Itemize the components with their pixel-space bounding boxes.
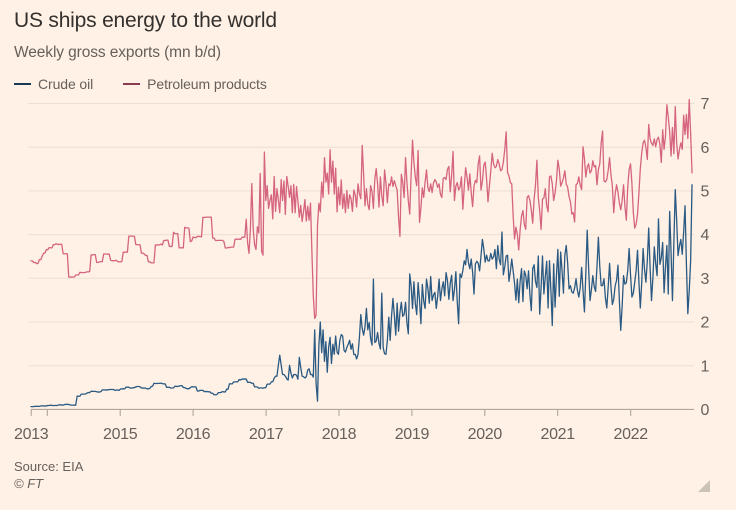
copyright-label: © FT bbox=[14, 476, 44, 491]
x-axis-label-2018: 2018 bbox=[322, 426, 357, 443]
chart-subtitle: Weekly gross exports (mn b/d) bbox=[14, 44, 221, 61]
x-axis-label-2017: 2017 bbox=[249, 426, 284, 443]
y-axis-label-7: 7 bbox=[701, 96, 710, 113]
y-axis-label-3: 3 bbox=[701, 271, 710, 288]
legend-swatch-line-icon bbox=[123, 83, 141, 85]
resize-handle-icon[interactable] bbox=[698, 480, 710, 492]
x-axis-label-2020: 2020 bbox=[468, 426, 503, 443]
chart-title: US ships energy to the world bbox=[14, 9, 277, 32]
source-label: Source: EIA bbox=[14, 459, 84, 474]
y-axis-label-1: 1 bbox=[701, 358, 710, 375]
x-axis-label-2019: 2019 bbox=[395, 426, 430, 443]
legend-label: Crude oil bbox=[38, 76, 94, 92]
y-axis-label-4: 4 bbox=[701, 227, 710, 244]
legend-item-petroleum-products: Petroleum products bbox=[123, 76, 267, 92]
legend-item-crude-oil: Crude oil bbox=[14, 76, 93, 92]
x-axis-label-2021: 2021 bbox=[540, 426, 575, 443]
series-line-petroleum-products bbox=[30, 98, 693, 320]
x-axis-label-2013: 2013 bbox=[14, 426, 49, 443]
y-axis-label-5: 5 bbox=[701, 184, 710, 201]
legend-swatch-line-icon bbox=[14, 83, 31, 85]
x-axis-label-2022: 2022 bbox=[613, 426, 648, 443]
y-axis-label-6: 6 bbox=[701, 140, 710, 157]
x-axis-label-2016: 2016 bbox=[176, 426, 211, 443]
x-axis-label-2015: 2015 bbox=[103, 426, 138, 443]
y-axis-label-0: 0 bbox=[701, 402, 710, 419]
legend-label: Petroleum products bbox=[147, 76, 267, 92]
chart-legend: Crude oil Petroleum products bbox=[14, 76, 297, 92]
y-axis-label-2: 2 bbox=[701, 315, 710, 332]
series-line-crude-oil bbox=[30, 184, 693, 408]
